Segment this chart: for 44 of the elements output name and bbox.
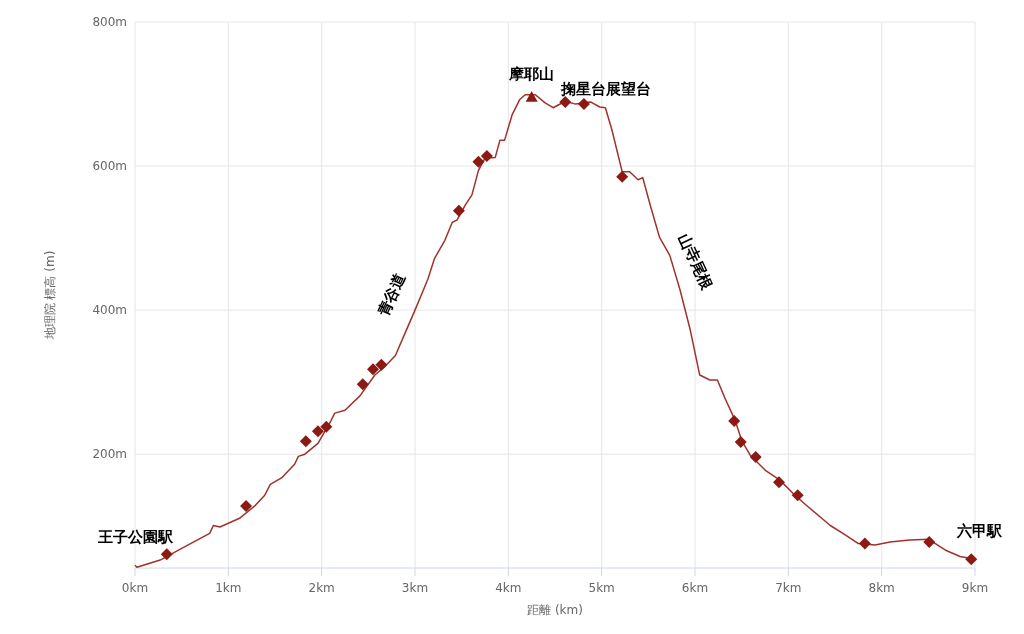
point — [160, 548, 173, 561]
x-tick-label: 6km — [681, 581, 709, 595]
annotation: 摩耶山 — [508, 65, 555, 84]
point — [749, 451, 762, 464]
x-tick-label: 5km — [588, 581, 615, 595]
point — [858, 537, 871, 550]
point — [791, 489, 804, 502]
y-tick-label: 600m — [92, 159, 127, 174]
point — [525, 90, 538, 102]
point — [320, 420, 333, 433]
annotation: 山寺尾根 — [674, 230, 717, 294]
point — [480, 149, 493, 162]
point — [367, 363, 379, 376]
point — [472, 155, 485, 168]
x-axis-title: 距離 (km) — [527, 603, 583, 617]
point — [965, 553, 978, 566]
point — [577, 98, 590, 111]
y-axis-title: 地理院 標高 (m) — [43, 250, 57, 341]
point — [375, 358, 388, 371]
x-tick-label: 1km — [215, 581, 242, 595]
x-tick-label: 7km — [775, 581, 802, 595]
x-tick-label: 4km — [495, 581, 522, 595]
annotation: 六甲駅 — [955, 521, 1003, 540]
x-tick-label: 3km — [401, 581, 429, 595]
point — [734, 435, 747, 448]
annotation: 王子公園駅 — [96, 527, 174, 546]
x-tick-label: 0km — [121, 581, 149, 595]
y-tick-label: 400m — [92, 303, 127, 318]
point — [299, 435, 312, 448]
point — [773, 476, 785, 489]
point — [728, 415, 741, 428]
point — [923, 536, 936, 549]
point — [452, 204, 465, 217]
annotation: 青谷道 — [373, 269, 410, 320]
point — [356, 378, 369, 391]
point — [311, 425, 324, 438]
x-tick-label: 2km — [308, 581, 335, 595]
y-tick-label: 800m — [92, 15, 127, 29]
annotation: 掬星台展望台 — [560, 80, 652, 99]
point — [616, 170, 629, 183]
y-tick-label: 200m — [92, 447, 127, 462]
point — [240, 500, 253, 513]
x-tick-label: 8km — [868, 581, 895, 595]
x-tick-label: 9km — [961, 581, 989, 595]
